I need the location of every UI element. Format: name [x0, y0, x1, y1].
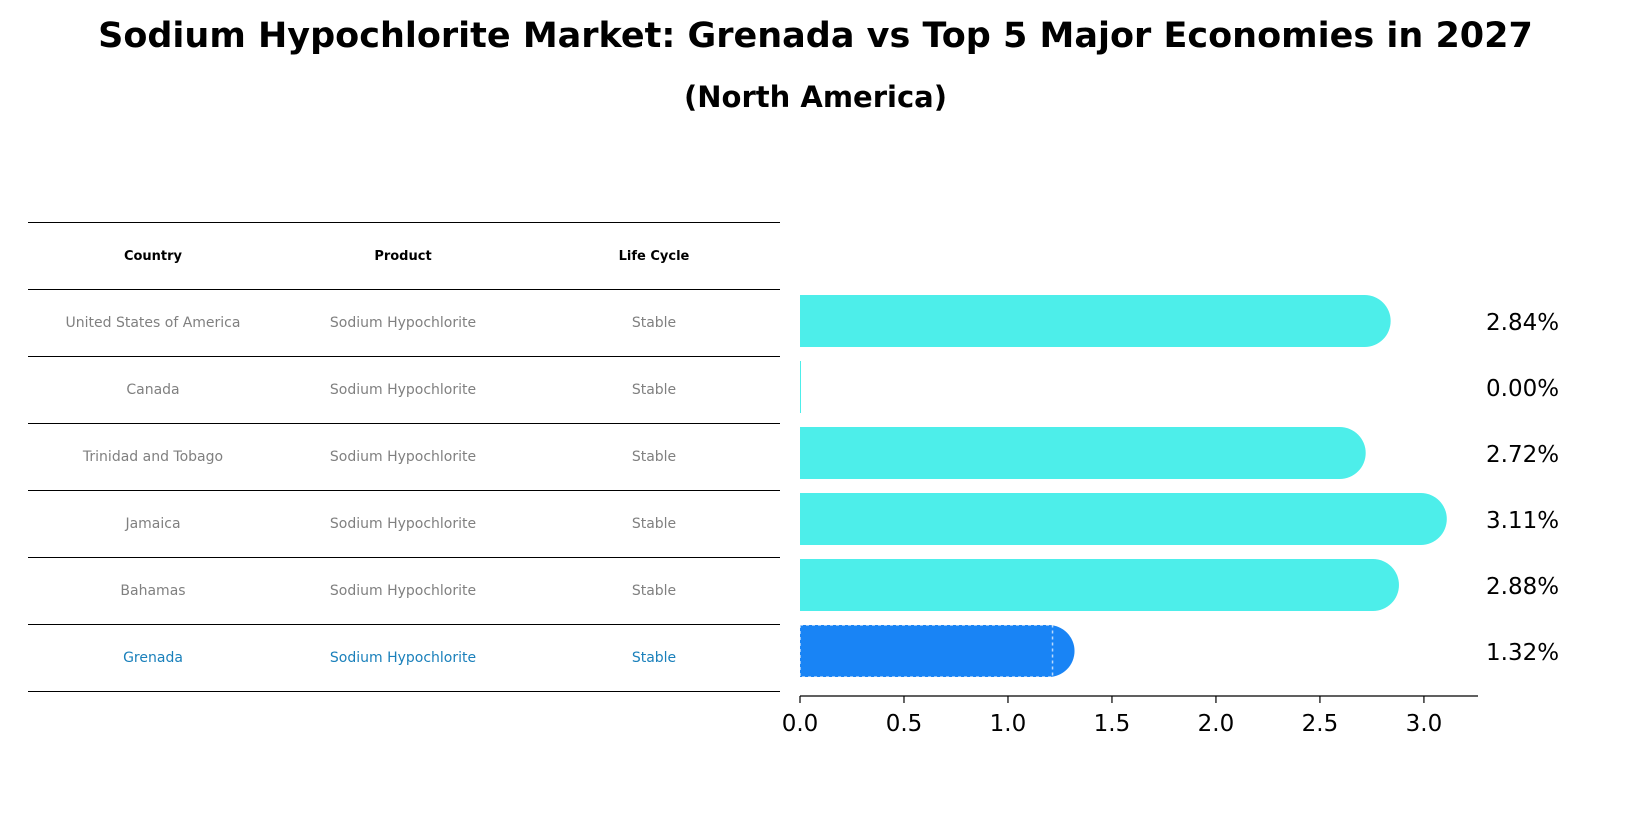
cell-life-cycle: Stable [528, 557, 780, 625]
comparison-table: Country Product Life Cycle United States… [28, 222, 780, 692]
cell-product: Sodium Hypochlorite [278, 356, 528, 424]
bar [800, 361, 801, 413]
data-label: 3.11% [1486, 508, 1559, 534]
x-tick-label: 2.0 [1198, 711, 1235, 737]
table-row: Trinidad and Tobago Sodium Hypochlorite … [28, 423, 780, 491]
cell-country: Bahamas [28, 557, 278, 625]
x-tick-label: 0.0 [782, 711, 819, 737]
x-tick-label: 3.0 [1406, 711, 1443, 737]
chart-subtitle: (North America) [684, 80, 947, 114]
cell-country: Grenada [28, 624, 278, 692]
table-row: Bahamas Sodium Hypochlorite Stable [28, 557, 780, 625]
header-product: Product [278, 222, 528, 290]
cell-product: Sodium Hypochlorite [278, 289, 528, 357]
cell-product: Sodium Hypochlorite [278, 490, 528, 558]
data-label: 0.00% [1486, 376, 1559, 402]
cell-life-cycle: Stable [528, 356, 780, 424]
cell-life-cycle: Stable [528, 490, 780, 558]
x-tick-label: 2.5 [1302, 711, 1339, 737]
cell-country: Jamaica [28, 490, 278, 558]
cell-life-cycle: Stable [528, 289, 780, 357]
header-country: Country [28, 222, 278, 290]
bar [800, 295, 1391, 347]
cell-product: Sodium Hypochlorite [278, 557, 528, 625]
cell-life-cycle: Stable [528, 423, 780, 491]
bar [800, 427, 1366, 479]
data-label: 2.88% [1486, 574, 1559, 600]
bar [800, 493, 1447, 545]
header-life-cycle: Life Cycle [528, 222, 780, 290]
cell-country: Trinidad and Tobago [28, 423, 278, 491]
x-tick-label: 0.5 [886, 711, 923, 737]
bar-outline [799, 624, 1054, 678]
cell-life-cycle: Stable [528, 624, 780, 692]
table-row: Jamaica Sodium Hypochlorite Stable [28, 490, 780, 558]
cell-product: Sodium Hypochlorite [278, 624, 528, 692]
data-label: 2.84% [1486, 310, 1559, 336]
data-label: 1.32% [1486, 640, 1559, 666]
data-label: 2.72% [1486, 442, 1559, 468]
cell-country: United States of America [28, 289, 278, 357]
cell-product: Sodium Hypochlorite [278, 423, 528, 491]
table-row: Canada Sodium Hypochlorite Stable [28, 356, 780, 424]
table-header-row: Country Product Life Cycle [28, 222, 780, 290]
x-tick-label: 1.5 [1094, 711, 1131, 737]
cell-country: Canada [28, 356, 278, 424]
table-row: United States of America Sodium Hypochlo… [28, 289, 780, 357]
table-row-highlight: Grenada Sodium Hypochlorite Stable [28, 624, 780, 692]
x-tick-label: 1.0 [990, 711, 1027, 737]
bar [800, 559, 1399, 611]
chart-title: Sodium Hypochlorite Market: Grenada vs T… [98, 16, 1533, 56]
bar [800, 625, 1075, 677]
